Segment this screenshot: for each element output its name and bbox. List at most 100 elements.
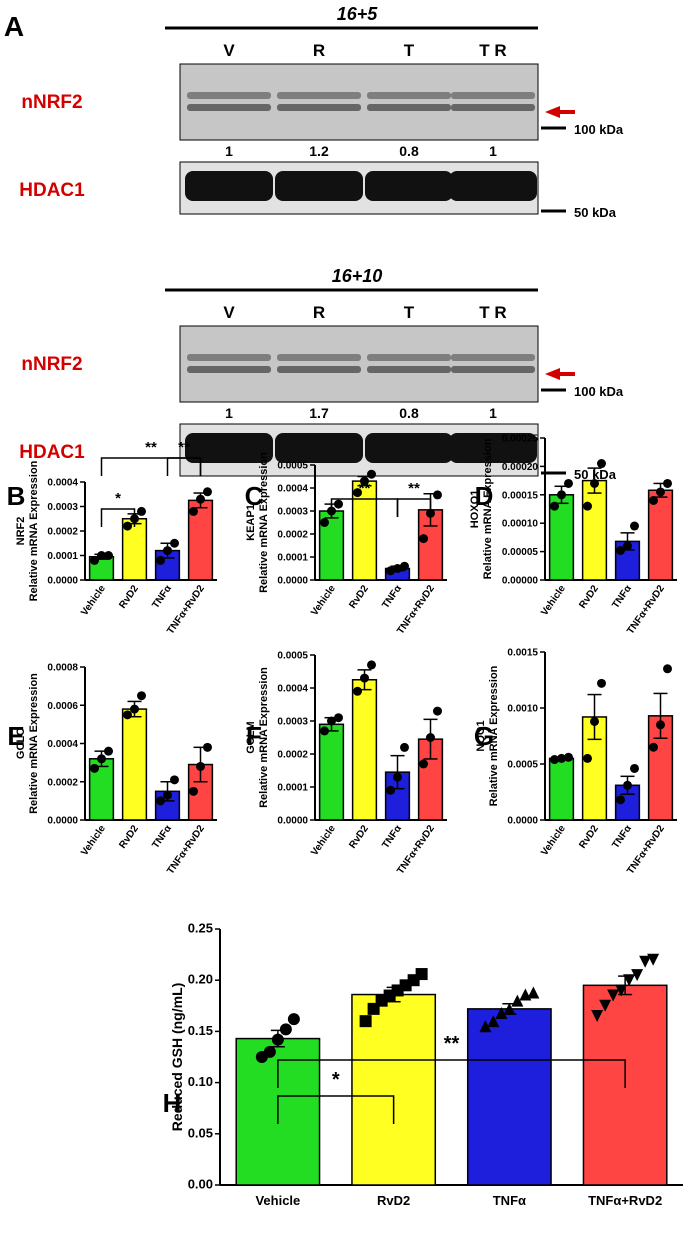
data-point: [550, 501, 559, 511]
data-point: [597, 678, 606, 688]
panel-letter-b: B: [7, 481, 26, 511]
data-point: [557, 490, 566, 500]
y-tick-label: 0.0006: [47, 701, 78, 712]
data-point: [156, 796, 165, 806]
y-tick-label: 0.00025: [502, 434, 539, 445]
significance-label: **: [145, 439, 157, 456]
target-blot-band: [277, 366, 361, 373]
data-point: [590, 478, 599, 488]
data-point: [97, 551, 106, 560]
y-axis-label: Reduced GSH (ng/mL): [169, 983, 185, 1132]
x-category-label: TNFα: [380, 583, 404, 611]
loading-blot-band: [365, 433, 453, 463]
y-tick-label: 0.20: [188, 972, 213, 987]
data-point: [263, 1045, 276, 1058]
target-blot-membrane: [179, 325, 539, 403]
data-point: [386, 785, 395, 795]
y-axis-gene-label: KEAP1: [245, 504, 257, 541]
band-ratio-label: 1.2: [309, 143, 329, 159]
data-point: [137, 506, 146, 516]
y-tick-label: 0.0001: [47, 551, 78, 562]
chart-panel-c: C 0.0000 0.0001 0.0002 0.0003 0.0004 0.0005 Rel…: [245, 452, 447, 636]
data-point: [649, 742, 658, 752]
data-point: [639, 955, 652, 968]
y-axis-label: Relative mRNA Expression: [28, 673, 40, 814]
data-point: [649, 495, 658, 505]
data-point: [656, 720, 665, 730]
data-point: [130, 704, 139, 714]
data-point: [630, 521, 639, 531]
data-point: [631, 969, 644, 982]
y-axis-gene-label: GCLM: [245, 721, 257, 753]
bar: [548, 757, 575, 821]
data-point: [189, 506, 198, 516]
data-point: [137, 691, 146, 701]
data-point: [104, 551, 113, 560]
data-point: [623, 974, 636, 987]
data-point: [479, 1020, 492, 1033]
y-tick-label: 0.00020: [502, 462, 539, 473]
data-point: [487, 1015, 500, 1028]
bar: [121, 708, 148, 821]
y-axis-gene-label: HOXO1: [469, 490, 481, 529]
data-point: [419, 534, 428, 544]
y-tick-label: 0.0000: [277, 576, 308, 587]
significance-label: **: [178, 439, 190, 456]
x-category-label: TNFα+RvD2: [588, 1193, 662, 1208]
data-point: [367, 660, 376, 670]
y-tick-label: 0.0003: [277, 507, 308, 518]
x-category-label: Vehicle: [309, 583, 338, 618]
data-point: [607, 989, 620, 1002]
y-tick-label: 0.05: [188, 1125, 213, 1140]
data-point: [170, 775, 179, 785]
data-point: [189, 786, 198, 796]
y-tick-label: 0.0002: [277, 530, 308, 541]
y-tick-label: 0.0000: [47, 576, 78, 587]
data-point: [359, 1015, 372, 1028]
y-tick-label: 0.0005: [277, 651, 308, 662]
red-arrow-icon: [545, 368, 560, 380]
data-point: [511, 994, 524, 1007]
data-point: [527, 986, 540, 999]
data-point: [393, 564, 402, 573]
data-point: [550, 755, 559, 765]
data-point: [616, 795, 625, 805]
target-blot-band: [187, 366, 271, 373]
y-axis-gene-label: GCLC: [15, 728, 27, 759]
y-tick-label: 0.00000: [502, 576, 539, 587]
target-blot-band: [367, 104, 451, 111]
data-point: [360, 476, 369, 486]
y-tick-label: 0.0015: [507, 648, 538, 659]
y-tick-label: 0.0004: [277, 484, 308, 495]
band-ratio-label: 1: [225, 405, 233, 421]
x-category-label: Vehicle: [539, 823, 568, 858]
y-tick-label: 0.0005: [277, 461, 308, 472]
data-point: [623, 780, 632, 790]
significance-label: **: [359, 480, 371, 497]
loading-blot-band: [449, 171, 537, 201]
data-point: [104, 746, 113, 756]
bar: [581, 479, 608, 581]
y-tick-label: 0.0003: [47, 502, 78, 513]
data-point: [123, 521, 132, 531]
data-point: [353, 686, 362, 696]
x-category-label: TNFα: [380, 823, 404, 851]
y-tick-label: 0.0004: [277, 684, 308, 695]
y-axis-label: Relative mRNA Expression: [28, 460, 40, 601]
panel-letter-h: H: [163, 1088, 182, 1118]
x-category-label: TNFα: [610, 823, 634, 851]
data-point: [616, 545, 625, 555]
target-blot-band: [451, 104, 535, 111]
x-category-label: Vehicle: [79, 583, 108, 618]
target-blot-band: [367, 354, 451, 361]
blot-lane-label: T R: [479, 41, 506, 60]
significance-label: *: [332, 1069, 340, 1091]
loading-blot-band: [365, 171, 453, 201]
x-category-label: Vehicle: [255, 1193, 300, 1208]
data-point: [287, 1013, 300, 1026]
data-point: [196, 494, 205, 504]
blot-lane-label: T: [404, 303, 415, 322]
target-blot-band: [451, 366, 535, 373]
panel-letter-f: F: [246, 721, 262, 751]
